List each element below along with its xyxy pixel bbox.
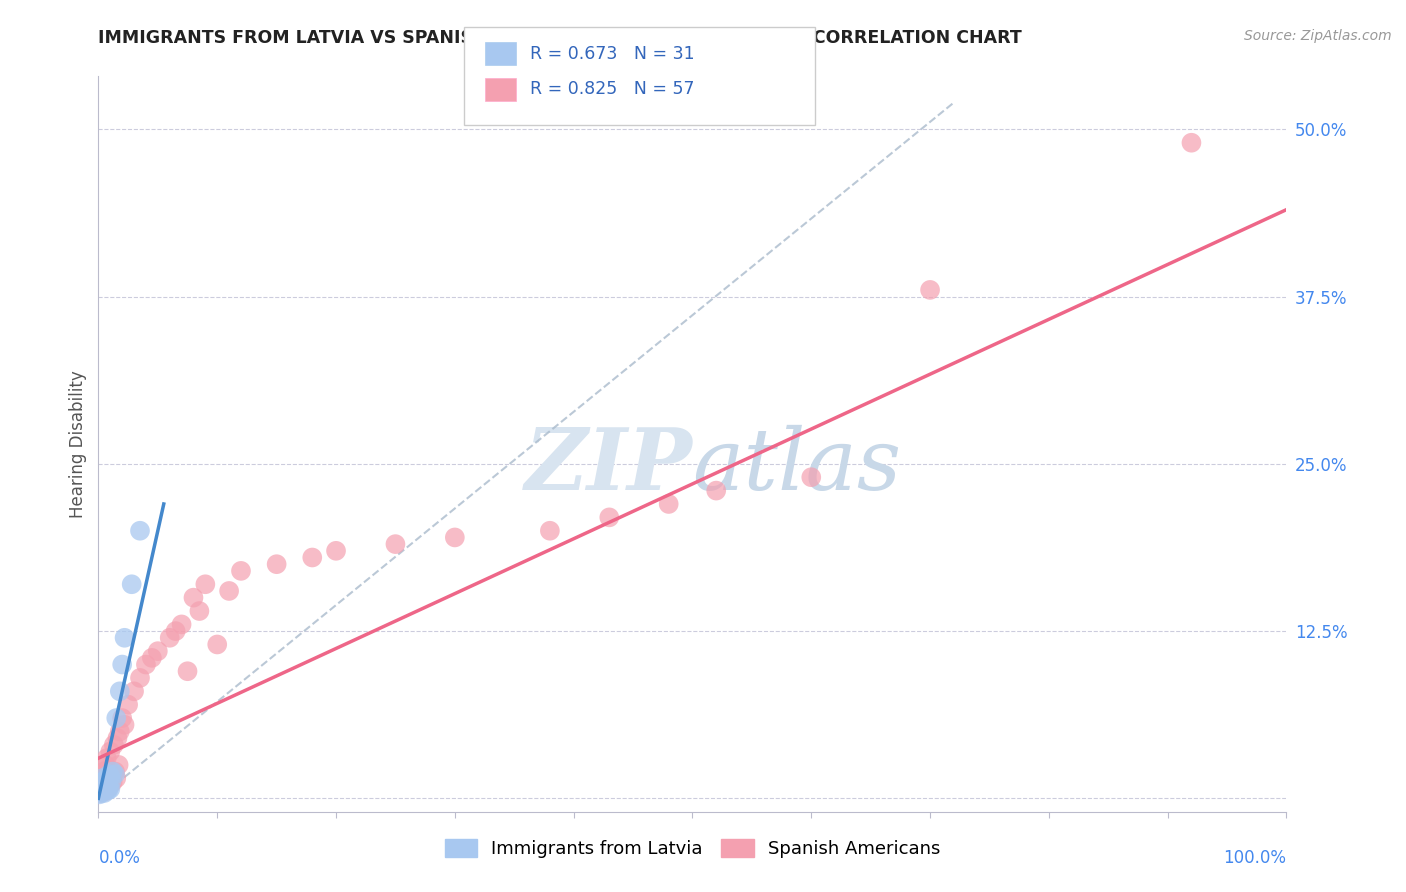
Point [104, 764, 127, 779]
Point [90, 786, 112, 800]
Point [114, 631, 136, 645]
Point [93, 786, 115, 800]
Point [97, 783, 120, 797]
Text: 100.0%: 100.0% [1223, 849, 1286, 867]
Text: 0.0%: 0.0% [98, 849, 141, 867]
Point [96, 775, 118, 789]
Point [141, 651, 163, 665]
Point [94, 758, 117, 772]
Point [170, 617, 193, 632]
Point [207, 637, 229, 651]
Point [103, 738, 125, 752]
Point [89, 786, 111, 800]
Point [122, 684, 145, 698]
Text: ZIP: ZIP [524, 424, 692, 508]
Point [194, 577, 217, 591]
Point [658, 497, 681, 511]
Point [90, 783, 112, 797]
Point [114, 717, 136, 731]
Point [91, 767, 114, 781]
Point [129, 671, 152, 685]
Point [266, 557, 288, 572]
Point [91, 775, 114, 789]
Point [218, 583, 240, 598]
Point [93, 764, 115, 779]
Point [188, 604, 211, 618]
Point [538, 524, 561, 538]
Point [920, 283, 942, 297]
Point [91, 785, 114, 799]
Text: R = 0.673   N = 31: R = 0.673 N = 31 [530, 45, 695, 62]
Point [97, 772, 120, 787]
Point [146, 644, 169, 658]
Point [598, 510, 620, 524]
Point [98, 781, 121, 797]
Point [91, 778, 114, 792]
Point [98, 771, 121, 786]
Point [101, 764, 124, 779]
Point [176, 664, 198, 679]
Text: R = 0.825   N = 57: R = 0.825 N = 57 [530, 80, 695, 98]
Point [159, 631, 181, 645]
Point [91, 771, 114, 786]
Point [96, 775, 118, 789]
Point [91, 783, 114, 797]
Point [135, 657, 157, 672]
Point [1180, 136, 1202, 150]
Point [90, 780, 112, 794]
Point [98, 744, 121, 758]
Y-axis label: Hearing Disability: Hearing Disability [69, 370, 87, 517]
Point [129, 524, 152, 538]
Text: atlas: atlas [692, 425, 901, 508]
Point [704, 483, 727, 498]
Point [325, 543, 347, 558]
Text: IMMIGRANTS FROM LATVIA VS SPANISH AMERICAN HEARING DISABILITY CORRELATION CHART: IMMIGRANTS FROM LATVIA VS SPANISH AMERIC… [98, 29, 1022, 46]
Point [89, 781, 111, 797]
Point [111, 657, 134, 672]
Point [97, 780, 120, 795]
Point [94, 783, 117, 797]
Point [93, 774, 115, 789]
Point [800, 470, 823, 484]
Point [98, 770, 121, 784]
Point [111, 711, 134, 725]
Legend: Immigrants from Latvia, Spanish Americans: Immigrants from Latvia, Spanish American… [444, 838, 941, 858]
Point [93, 785, 115, 799]
Point [117, 698, 139, 712]
Point [107, 758, 129, 772]
Point [105, 771, 128, 786]
Point [100, 767, 122, 781]
Point [94, 778, 117, 792]
Point [101, 775, 124, 789]
Point [98, 767, 121, 781]
Point [104, 767, 127, 781]
Point [108, 724, 131, 739]
Point [91, 781, 114, 797]
Point [108, 684, 131, 698]
Point [91, 780, 114, 795]
Point [165, 624, 187, 639]
Point [444, 530, 467, 544]
Point [98, 778, 121, 792]
Point [97, 762, 120, 776]
Point [384, 537, 406, 551]
Point [94, 772, 117, 787]
Point [105, 711, 128, 725]
Point [98, 780, 121, 795]
Point [89, 788, 111, 802]
Point [100, 774, 122, 789]
Point [121, 577, 143, 591]
Point [96, 751, 118, 765]
Text: Source: ZipAtlas.com: Source: ZipAtlas.com [1244, 29, 1392, 43]
Point [301, 550, 323, 565]
Point [91, 771, 114, 786]
Point [90, 775, 112, 789]
Point [89, 778, 111, 792]
Point [107, 731, 129, 746]
Point [96, 781, 118, 797]
Point [93, 780, 115, 795]
Point [183, 591, 205, 605]
Point [229, 564, 252, 578]
